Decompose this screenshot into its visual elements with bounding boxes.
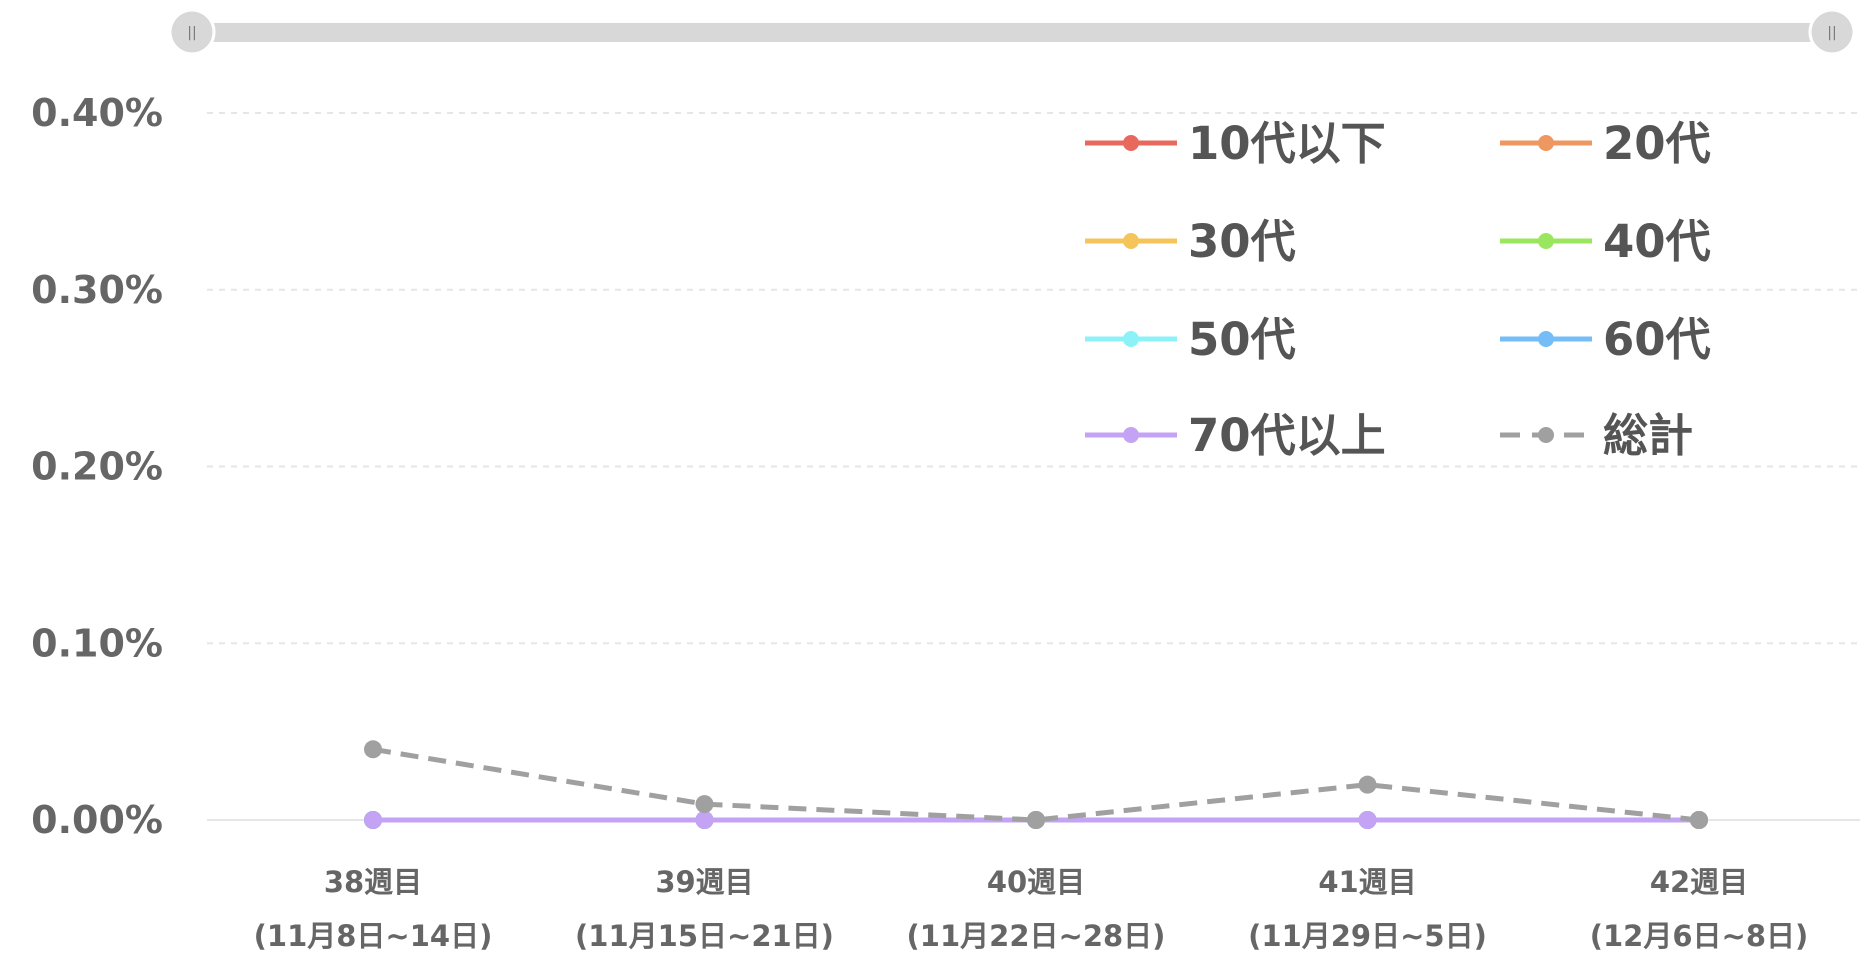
legend-item: 40代 [1500, 215, 1711, 268]
legend-swatch-marker [1538, 331, 1554, 347]
legend-swatch-marker [1123, 135, 1139, 151]
slider-right-handle-knob[interactable] [1808, 8, 1856, 56]
series-70代以上-point [364, 811, 382, 829]
legend: 10代以下 20代 30代 40代 50代 60代 70代以上 総計 [1085, 117, 1711, 462]
series-総計-point [1690, 811, 1708, 829]
legend-label: 10代以下 [1188, 117, 1386, 170]
slider-left-handle[interactable]: || [168, 8, 216, 56]
x-tick-sublabel: (11月22日~28日) [907, 919, 1166, 953]
x-tick-label: 40週目 [987, 865, 1085, 899]
legend-swatch-marker [1538, 135, 1554, 151]
x-tick-sublabel: (11月8日~14日) [254, 919, 493, 953]
x-tick-sublabel: (11月15日~21日) [575, 919, 834, 953]
legend-item: 20代 [1500, 117, 1711, 170]
legend-item: 60代 [1500, 313, 1711, 366]
y-axis: 0.00% 0.10% 0.20% 0.30% 0.40% [31, 91, 163, 842]
legend-item: 10代以下 [1085, 117, 1386, 170]
x-tick-label: 41週目 [1318, 865, 1416, 899]
x-tick-label: 39週目 [655, 865, 753, 899]
legend-label: 30代 [1188, 215, 1296, 268]
series-総計-point [364, 740, 382, 759]
y-tick-label: 0.30% [31, 268, 163, 312]
series-70代以上-point [695, 811, 714, 829]
legend-label: 総計 [1603, 409, 1693, 462]
x-tick-sublabel: (11月29日~5日) [1248, 919, 1487, 953]
legend-swatch-marker [1538, 233, 1554, 249]
x-tick-label: 38週目 [324, 865, 422, 899]
x-tick-label: 42週目 [1650, 865, 1748, 899]
legend-swatch-marker [1123, 331, 1139, 347]
y-tick-label: 0.20% [31, 445, 163, 489]
legend-label: 70代以上 [1188, 409, 1386, 462]
legend-item: 70代以上 [1085, 409, 1386, 462]
legend-swatch-marker [1123, 427, 1139, 443]
y-tick-label: 0.10% [31, 621, 163, 665]
legend-swatch-marker [1123, 233, 1139, 249]
range-slider[interactable]: || || [168, 8, 1856, 56]
pause-bars-icon: || [1827, 25, 1836, 41]
x-tick-sublabel: (12月6日~8日) [1590, 919, 1809, 953]
series-総計-point [1027, 811, 1045, 829]
legend-label: 40代 [1603, 215, 1711, 268]
series-総計-line [372, 746, 1700, 823]
series-総計-point [695, 795, 714, 814]
slider-right-handle[interactable]: || [1808, 8, 1856, 56]
legend-label: 20代 [1603, 117, 1711, 170]
series-70代以上-point [1358, 811, 1377, 829]
series-総計-point [1358, 775, 1377, 794]
legend-item: 30代 [1085, 215, 1296, 268]
slider-track[interactable] [192, 23, 1826, 42]
legend-item: 50代 [1085, 313, 1296, 366]
legend-item: 総計 [1500, 409, 1693, 462]
pause-bars-icon: || [187, 25, 196, 41]
y-tick-label: 0.40% [31, 91, 163, 135]
legend-label: 60代 [1603, 313, 1711, 366]
x-axis: 38週目 (11月8日~14日) 39週目 (11月15日~21日) 40週目 (11月2… [254, 865, 1809, 953]
y-tick-label: 0.00% [31, 798, 163, 842]
legend-swatch-marker [1538, 427, 1554, 443]
legend-label: 50代 [1188, 313, 1296, 366]
series-lines [364, 740, 1708, 829]
slider-left-handle-knob[interactable] [168, 8, 216, 56]
